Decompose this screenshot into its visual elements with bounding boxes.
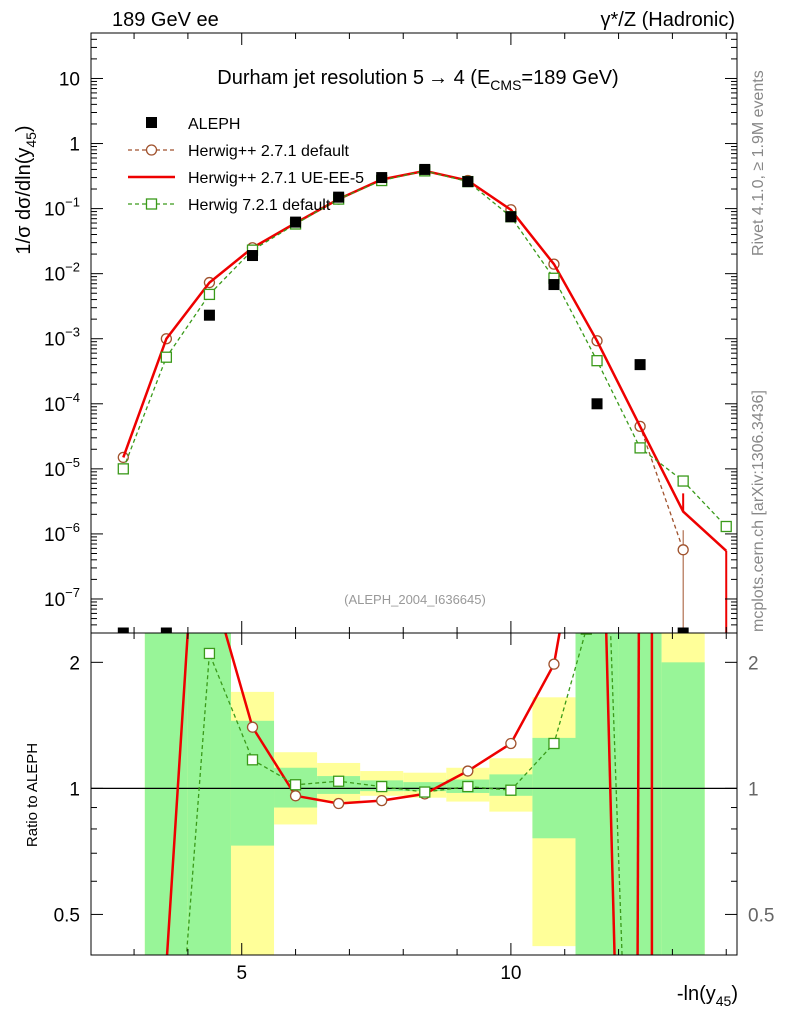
ratio-y-tick-label-right: 2 (748, 653, 759, 674)
main-point-aleph (505, 211, 517, 223)
main-point-aleph (634, 359, 646, 371)
ratio-point-herwig7 (580, 633, 592, 635)
ratio-band-green (618, 633, 662, 955)
main-point-aleph (548, 279, 560, 291)
ratio-band-green (187, 633, 231, 955)
ratio-y-tick-label: 2 (69, 653, 80, 674)
main-point-herwigpp-default (677, 544, 689, 556)
analysis-watermark: (ALEPH_2004_I636645) (344, 592, 486, 607)
legend: ALEPH Herwig++ 2.7.1 default Herwig++ 2.… (128, 116, 364, 214)
ratio-point-herwig7 (332, 775, 345, 787)
ratio-point-herwigpp-default (505, 737, 517, 750)
main-point-herwig7 (591, 355, 603, 367)
ratio-band-green (144, 633, 188, 955)
ratio-point-herwig7 (376, 780, 388, 793)
ratio-panel (91, 572, 737, 955)
ratio-point-herwigpp-default (246, 721, 259, 733)
main-y-tick-label: 10−7 (44, 585, 80, 611)
main-point-herwig7 (117, 463, 129, 475)
main-point-aleph (117, 627, 129, 633)
main-y-tick-label: 10−4 (44, 390, 80, 416)
ratio-point-herwig7 (203, 647, 216, 660)
main-axes: 10−7 10−6 10−5 10−4 10−3 10−2 10−1 1 10 (44, 32, 737, 634)
main-point-aleph (677, 627, 689, 633)
y-axis-label: 1/σ dσ/dln(y45) (13, 125, 39, 254)
legend-label-herwigpp-ueee5: Herwig++ 2.7.1 UE-EE-5 (188, 170, 364, 187)
ratio-y-tick-label: 0.5 (54, 905, 80, 926)
ratio-frame (90, 632, 738, 956)
ratio-x-tick-label: 5 (236, 963, 247, 984)
main-y-tick-label: 10−2 (44, 260, 80, 286)
ratio-point-herwigpp-default (332, 797, 345, 810)
ratio-point-herwigpp-default (462, 765, 474, 777)
main-point-aleph (462, 176, 474, 188)
main-point-aleph (591, 398, 603, 410)
main-y-tick-label: 10−1 (44, 195, 80, 221)
plot-title: Durham jet resolution 5 → 4 (ECMS=189 GeV… (217, 67, 618, 93)
main-point-aleph (376, 172, 388, 184)
main-point-herwig7 (720, 520, 732, 533)
header-energy-label: 189 GeV ee (112, 9, 219, 31)
main-y-tick-label: 10 (59, 69, 80, 90)
ratio-point-herwigpp-default (376, 794, 388, 807)
ratio-point-herwigpp-default (289, 790, 302, 802)
ratio-series-line-2 (185, 633, 586, 955)
mcplots-label: mcplots.cern.ch [arXiv:1306.3436] (750, 390, 767, 632)
ratio-band-green (230, 720, 275, 846)
legend-label-aleph: ALEPH (188, 116, 240, 133)
ratio-y-axis-label: Ratio to ALEPH (24, 743, 41, 847)
main-panel (117, 163, 732, 633)
legend-label-herwig7: Herwig 7.2.1 default (188, 197, 331, 214)
ratio-point-herwig7 (289, 779, 302, 791)
ratio-point-herwig7 (419, 786, 431, 798)
main-y-tick-label: 10−6 (44, 520, 80, 546)
ratio-y-tick-label-right: 1 (748, 779, 759, 800)
main-y-tick-label: 1 (69, 135, 80, 156)
legend-marker-aleph (146, 117, 157, 128)
x-axis-label: -ln(y45) (677, 983, 738, 1009)
main-point-aleph (419, 163, 431, 175)
main-y-tick-label: 10−5 (44, 455, 80, 481)
main-point-herwig7 (634, 442, 646, 454)
main-point-herwig7 (677, 475, 689, 487)
legend-marker-herwigpp-default (145, 144, 158, 156)
ratio-series-segment-1 (636, 633, 641, 955)
legend-marker-herwig7 (145, 198, 158, 210)
ratio-x-tick-label: 10 (500, 963, 521, 984)
main-point-aleph (203, 309, 215, 321)
main-point-aleph (290, 216, 302, 228)
main-series-line-3 (122, 170, 727, 527)
ratio-uncertainty-bands (144, 633, 705, 955)
main-point-aleph (333, 191, 345, 203)
main-point-aleph (160, 627, 172, 633)
ratio-point-herwigpp-default (204, 572, 214, 582)
ratio-y-tick-label-right: 0.5 (748, 905, 774, 926)
ratio-band-green (661, 662, 705, 955)
ratio-point-herwig7 (246, 754, 259, 766)
ratio-point-herwig7 (505, 784, 517, 796)
main-y-tick-label: 10−3 (44, 325, 80, 351)
legend-label-herwigpp-default: Herwig++ 2.7.1 default (188, 143, 350, 160)
ratio-band-green (575, 633, 619, 955)
ratio-axes: 5 10 0.5 0.5 1 1 2 2 (54, 633, 774, 984)
ratio-point-herwigpp-default (548, 658, 560, 670)
main-point-herwig7 (160, 351, 173, 363)
ratio-series-segment-1 (604, 633, 616, 955)
header-process-label: γ*/Z (Hadronic) (601, 9, 735, 31)
ratio-y-tick-label: 1 (69, 779, 80, 800)
ratio-series-line-1 (165, 633, 561, 955)
main-point-herwig7 (203, 288, 216, 301)
main-point-aleph (247, 250, 258, 262)
rivet-version-label: Rivet 4.1.0, ≥ 1.9M events (750, 70, 767, 256)
ratio-point-herwig7 (462, 780, 474, 793)
ratio-series-segment-2 (609, 633, 623, 955)
ratio-point-herwig7 (548, 737, 560, 750)
